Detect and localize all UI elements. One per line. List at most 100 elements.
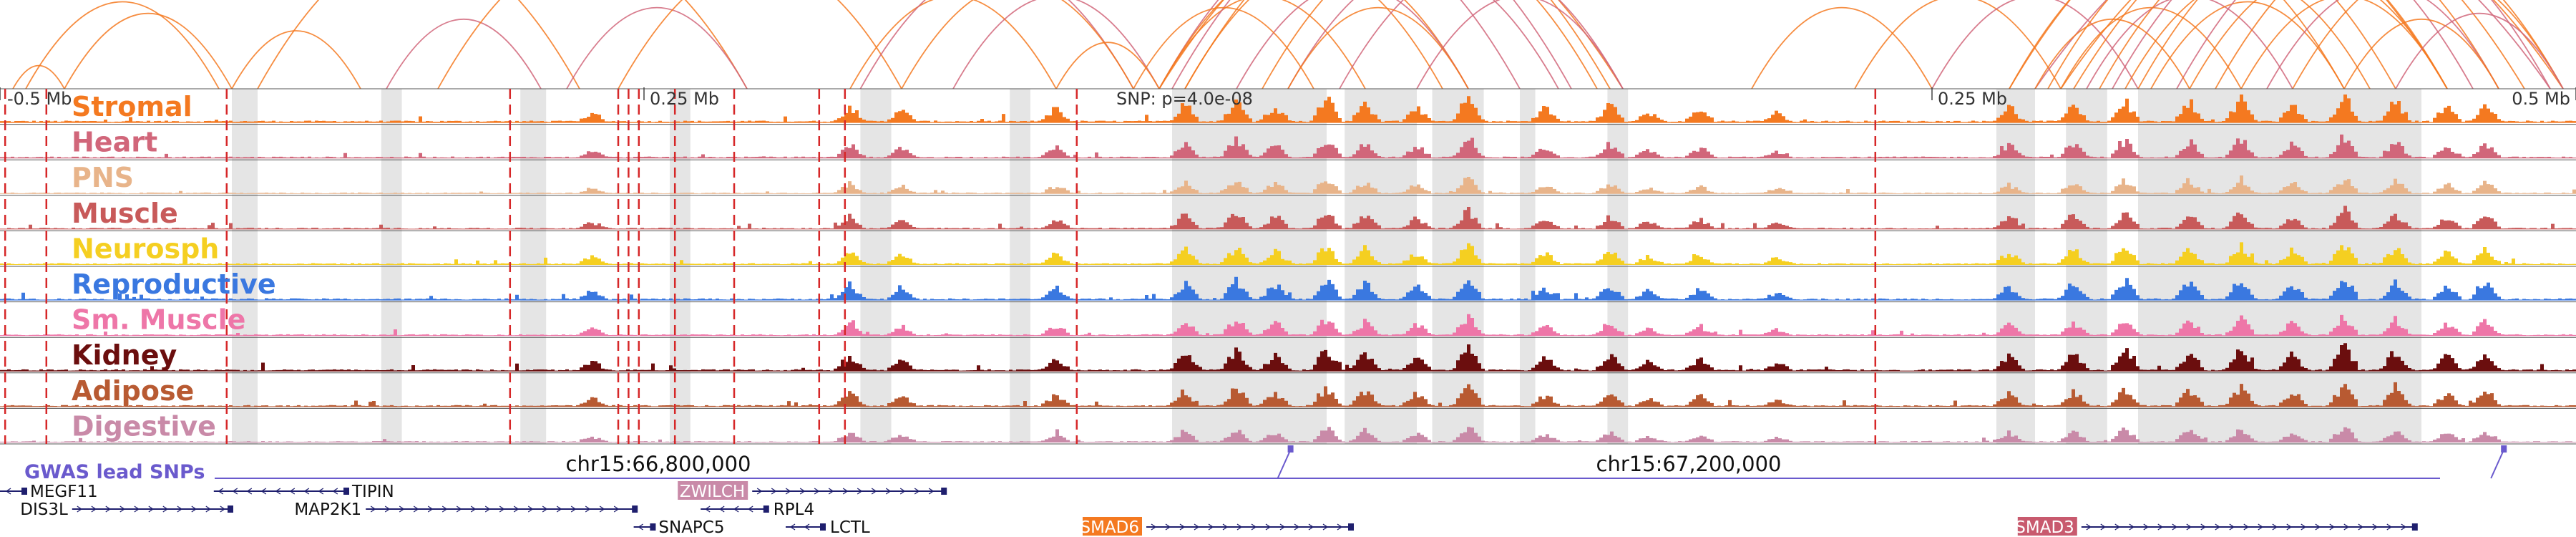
strand-arrow: [2114, 523, 2120, 531]
track-label: Stromal: [72, 91, 192, 122]
loop-arc: [2150, 1, 2345, 90]
coordinate-label: chr15:66,800,000: [566, 452, 751, 476]
gene-exon: [763, 505, 769, 513]
loop-arc: [2240, 0, 2448, 90]
loop-arc: [2009, 0, 2345, 90]
strand-arrow: [91, 505, 97, 513]
gene-label: SNAPC5: [658, 518, 724, 537]
strand-arrow: [456, 505, 462, 513]
strand-arrow: [719, 505, 725, 513]
strand-arrow: [2272, 523, 2278, 531]
strand-arrow: [542, 505, 548, 513]
loop-arc: [64, 12, 233, 90]
gene-label-highlight: [678, 481, 748, 500]
gene-label: LCTL: [830, 518, 870, 537]
strand-arrow: [771, 488, 777, 495]
axis-tick-label: 0.25 Mb: [1938, 89, 2007, 109]
track-signal: [0, 343, 2576, 372]
gene-label: MAP2K1: [294, 500, 361, 519]
gene-label-highlight: [1083, 517, 1142, 536]
gene-exon: [228, 505, 233, 513]
strand-arrow: [2343, 523, 2349, 531]
loop-arc: [2137, 0, 2499, 90]
axis-tick-label: 0.5 Mb: [2512, 89, 2570, 109]
track-label: Adipose: [72, 375, 194, 407]
strand-arrow: [399, 505, 405, 513]
loop-arc: [2060, 0, 2564, 90]
track-signal: [0, 205, 2576, 230]
strand-arrow: [1151, 523, 1157, 531]
track-label: Sm. Muscle: [72, 304, 245, 336]
strand-arrow: [2157, 523, 2163, 531]
chromatin-loops: [12, 0, 2564, 90]
strand-arrow: [332, 488, 338, 495]
loop-arc: [859, 0, 1134, 90]
loop-arc: [25, 1, 220, 90]
strand-arrow: [289, 488, 296, 495]
strand-arrow: [556, 505, 562, 513]
loop-arc: [2215, 0, 2564, 90]
loop-arc: [1854, 0, 2062, 90]
strand-arrow: [470, 505, 477, 513]
loop-arc: [437, 0, 748, 90]
strand-arrow: [2143, 523, 2149, 531]
loop-arc: [952, 0, 1160, 90]
track-signal: [0, 314, 2576, 337]
track-label: Reproductive: [72, 268, 276, 300]
strand-arrow: [77, 505, 82, 513]
loop-arc: [2292, 0, 2564, 90]
strand-arrow: [2329, 523, 2335, 531]
loop-arc: [2395, 12, 2564, 90]
track-signal: [0, 276, 2576, 301]
strand-arrow: [232, 488, 238, 495]
loop-arc: [618, 0, 902, 90]
gene-label: SMAD3: [2015, 518, 2074, 537]
strand-arrow: [2172, 523, 2177, 531]
loop-arc: [1236, 0, 1469, 90]
strand-arrow: [828, 488, 834, 495]
loop-arc: [386, 18, 542, 90]
strand-arrow: [2243, 523, 2249, 531]
strand-arrow: [842, 488, 849, 495]
loop-arc: [1287, 6, 1469, 90]
gene-label: ZWILCH: [680, 483, 745, 501]
strand-arrow: [638, 523, 643, 531]
strand-arrow: [413, 505, 419, 513]
strand-arrow: [119, 505, 125, 513]
strand-arrow: [2129, 523, 2135, 531]
strand-arrow: [427, 505, 434, 513]
axis-tick-label: -0.5 Mb: [7, 89, 72, 109]
strand-arrow: [162, 505, 168, 513]
loop-arc: [1158, 0, 1366, 90]
strand-arrow: [804, 523, 810, 531]
strand-arrow: [585, 505, 591, 513]
strand-arrow: [705, 505, 711, 513]
strand-arrow: [2401, 523, 2406, 531]
strand-arrow: [570, 505, 577, 513]
loop-arc: [1416, 0, 1624, 90]
strand-arrow: [275, 488, 281, 495]
loop-arc: [2112, 0, 2474, 90]
strand-arrow: [2258, 523, 2263, 531]
loop-arc: [2099, 0, 2448, 90]
strand-arrow: [1208, 523, 1214, 531]
strand-arrow: [2286, 523, 2292, 531]
track-label: Kidney: [72, 339, 177, 371]
strand-arrow: [789, 523, 796, 531]
loop-arc: [1184, 0, 1469, 90]
gene-label-highlight: [2017, 517, 2077, 536]
strand-arrow: [599, 505, 605, 513]
loop-arc: [2047, 0, 2396, 90]
strand-arrow: [1251, 523, 1257, 531]
gwas-snp-marker: [1287, 445, 1294, 453]
strand-arrow: [484, 505, 491, 513]
strand-arrow: [527, 505, 534, 513]
strand-arrow: [2315, 523, 2321, 531]
strand-arrow: [205, 505, 211, 513]
loop-arc: [2266, 0, 2499, 90]
gene-exon: [1348, 523, 1354, 531]
strand-arrow: [148, 505, 154, 513]
strand-arrow: [318, 488, 324, 495]
gwas-snp-lines: [4, 89, 1877, 444]
strand-arrow: [2301, 523, 2306, 531]
